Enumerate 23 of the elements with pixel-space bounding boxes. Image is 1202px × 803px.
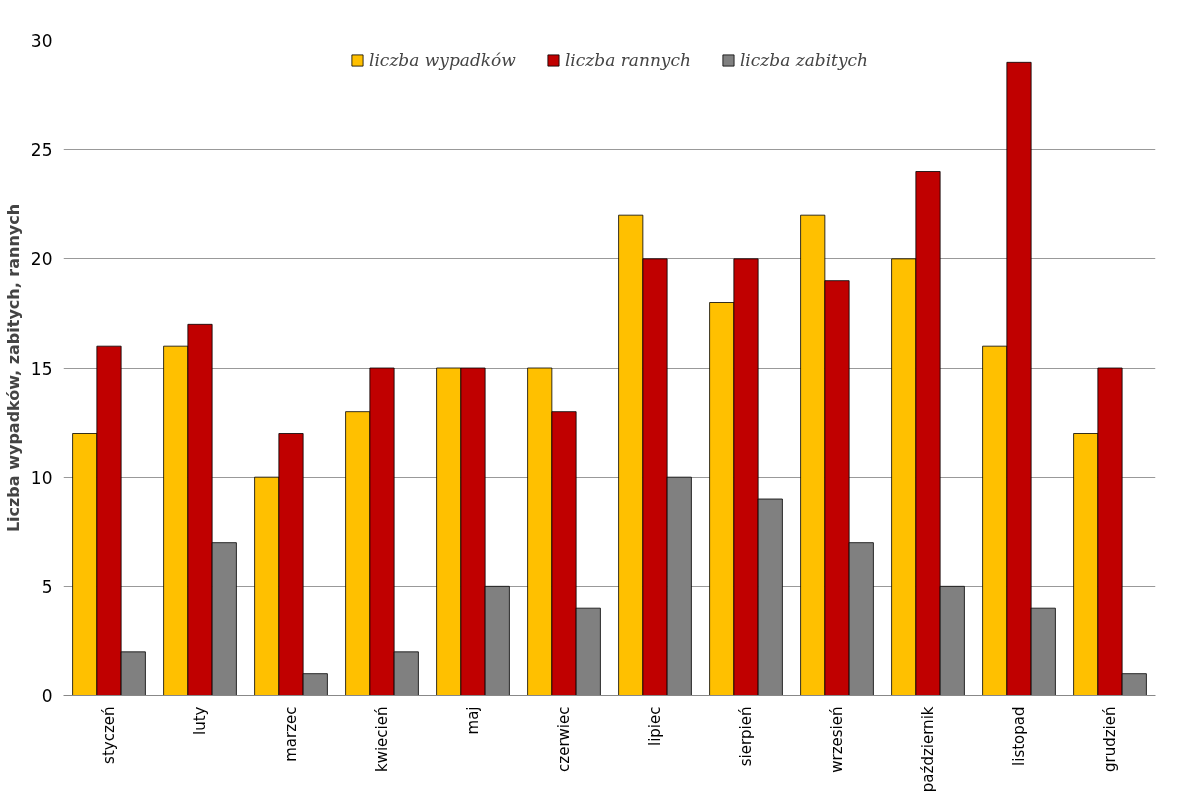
- y-tick-label: 10: [30, 467, 53, 488]
- x-tick-label: grudzień: [1101, 706, 1119, 772]
- x-tick-label: marzec: [282, 706, 300, 762]
- y-axis-title: Liczba wypadków, zabitych, rannych: [3, 203, 23, 533]
- x-tick-label: styczeń: [100, 706, 118, 764]
- y-tick-label: 15: [30, 358, 53, 379]
- legend-label: liczba rannych: [564, 50, 691, 70]
- y-tick-label: 5: [41, 576, 53, 597]
- x-tick-label: kwiecień: [373, 706, 391, 772]
- x-tick-label: luty: [191, 706, 209, 735]
- y-tick-label: 30: [30, 31, 53, 51]
- y-tick-label: 25: [30, 140, 53, 161]
- x-tick-label: wrzesień: [828, 706, 846, 773]
- x-tick-label: sierpień: [737, 706, 755, 767]
- x-tick-label: listopad: [1010, 706, 1028, 766]
- legend-label: liczba zabitych: [739, 50, 869, 70]
- x-tick-label: październik: [919, 706, 937, 793]
- legend-label: liczba wypadków: [368, 50, 516, 70]
- y-tick-label: 20: [30, 249, 53, 270]
- x-tick-label: lipiec: [646, 706, 664, 746]
- x-tick-label: maj: [464, 706, 482, 735]
- y-tick-label: 0: [41, 686, 53, 706]
- x-tick-label: czerwiec: [555, 706, 573, 772]
